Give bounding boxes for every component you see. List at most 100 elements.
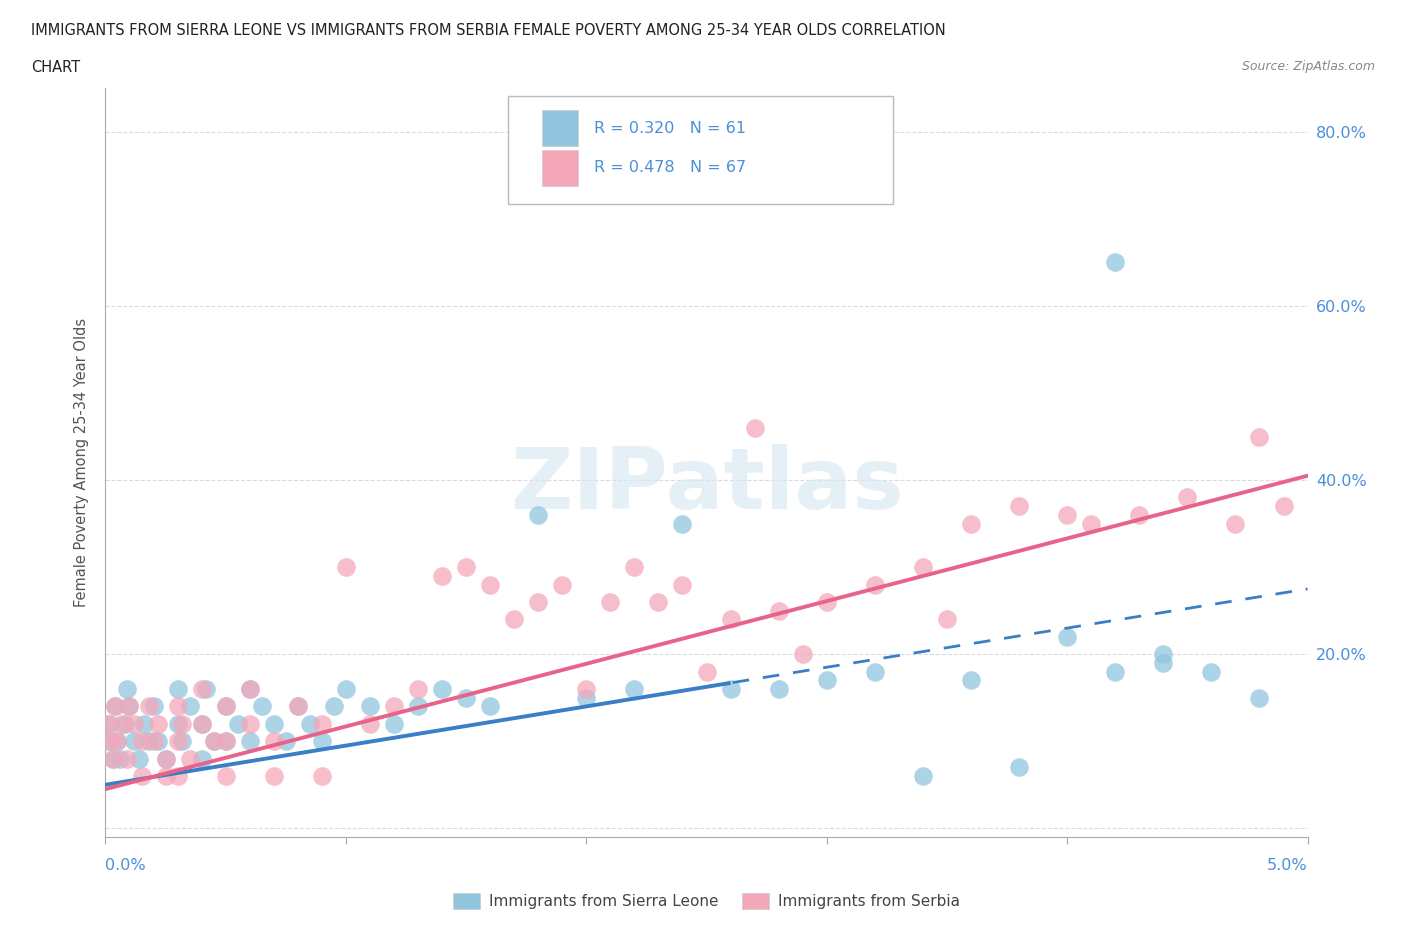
Point: [97, 734, 120, 749]
Point: [575, 682, 598, 697]
Point: [124, 734, 146, 749]
Point: [132, 716, 155, 731]
Point: [1056, 508, 1078, 523]
Point: [111, 716, 134, 731]
Point: [118, 699, 141, 714]
Legend: Immigrants from Sierra Leone, Immigrants from Serbia: Immigrants from Sierra Leone, Immigrants…: [447, 887, 966, 915]
Point: [190, 682, 212, 697]
Point: [148, 734, 170, 749]
Point: [960, 516, 983, 531]
Point: [406, 682, 429, 697]
Point: [359, 699, 381, 714]
Point: [166, 768, 188, 783]
Point: [382, 716, 405, 731]
Point: [104, 699, 127, 714]
Point: [647, 594, 669, 609]
Point: [527, 594, 550, 609]
Point: [1128, 508, 1150, 523]
Point: [815, 594, 838, 609]
Point: [430, 568, 453, 583]
Point: [1008, 760, 1031, 775]
Point: [551, 578, 574, 592]
Point: [202, 734, 225, 749]
Point: [172, 716, 194, 731]
Point: [623, 560, 645, 575]
Point: [214, 699, 236, 714]
Point: [1104, 255, 1126, 270]
Point: [311, 768, 333, 783]
Point: [1152, 656, 1174, 671]
Point: [214, 699, 236, 714]
Point: [454, 690, 477, 705]
Point: [1104, 664, 1126, 679]
Text: Source: ZipAtlas.com: Source: ZipAtlas.com: [1241, 60, 1375, 73]
Point: [148, 716, 170, 731]
Point: [115, 682, 138, 697]
Point: [454, 560, 477, 575]
Text: IMMIGRANTS FROM SIERRA LEONE VS IMMIGRANTS FROM SERBIA FEMALE POVERTY AMONG 25-3: IMMIGRANTS FROM SIERRA LEONE VS IMMIGRAN…: [31, 23, 946, 38]
Point: [114, 716, 136, 731]
Point: [115, 751, 138, 766]
Point: [287, 699, 309, 714]
Point: [792, 646, 814, 661]
Point: [1056, 630, 1078, 644]
Point: [479, 699, 502, 714]
Text: 5.0%: 5.0%: [1267, 857, 1308, 872]
Point: [744, 420, 766, 435]
Point: [128, 751, 150, 766]
Point: [1152, 646, 1174, 661]
Text: ZIPatlas: ZIPatlas: [509, 444, 904, 526]
Point: [108, 751, 131, 766]
Point: [155, 751, 177, 766]
Point: [479, 578, 502, 592]
Point: [155, 751, 177, 766]
Point: [190, 716, 212, 731]
Text: 0.0%: 0.0%: [105, 857, 146, 872]
Point: [166, 734, 188, 749]
Point: [104, 699, 127, 714]
Point: [98, 734, 121, 749]
Point: [214, 734, 236, 749]
Point: [214, 734, 236, 749]
Point: [166, 716, 188, 731]
Point: [190, 751, 212, 766]
Point: [960, 673, 983, 688]
Point: [599, 594, 621, 609]
Point: [97, 716, 120, 731]
Point: [101, 751, 124, 766]
Point: [239, 716, 262, 731]
Point: [263, 768, 285, 783]
Point: [911, 560, 934, 575]
Y-axis label: Female Poverty Among 25-34 Year Olds: Female Poverty Among 25-34 Year Olds: [75, 318, 90, 607]
Point: [190, 716, 212, 731]
Point: [335, 560, 357, 575]
Point: [142, 699, 165, 714]
Point: [863, 664, 886, 679]
Point: [322, 699, 344, 714]
Point: [239, 682, 262, 697]
Bar: [541, 110, 578, 146]
Point: [768, 604, 790, 618]
Point: [274, 734, 297, 749]
Point: [107, 734, 129, 749]
Point: [179, 751, 201, 766]
Point: [720, 682, 742, 697]
Point: [1175, 490, 1198, 505]
Point: [1225, 516, 1247, 531]
Point: [155, 768, 177, 783]
Point: [202, 734, 225, 749]
Point: [131, 768, 153, 783]
Point: [1080, 516, 1102, 531]
Point: [503, 612, 526, 627]
Point: [311, 734, 333, 749]
Point: [311, 716, 333, 731]
Point: [575, 690, 598, 705]
Point: [124, 716, 146, 731]
Point: [430, 682, 453, 697]
Point: [623, 682, 645, 697]
Point: [98, 716, 121, 731]
Bar: [541, 150, 578, 186]
Point: [250, 699, 273, 714]
Point: [138, 699, 160, 714]
Point: [696, 664, 718, 679]
